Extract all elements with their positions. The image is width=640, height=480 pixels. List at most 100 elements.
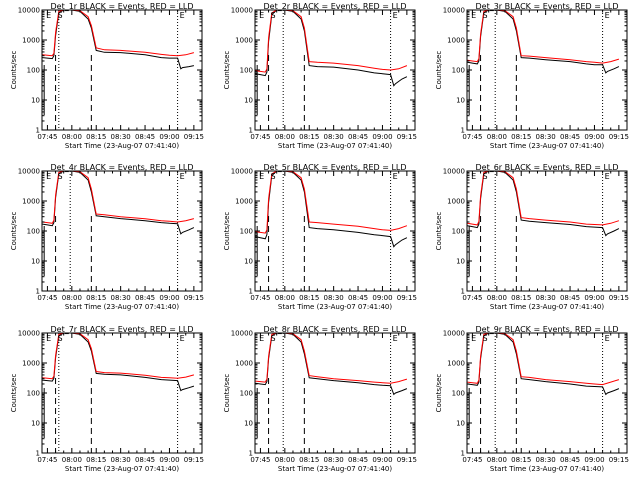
x-tick-label: 08:45 [348,133,368,141]
panel-title: Det_3r BLACK = Events, RED = LLD [475,2,618,11]
x-tick-label: 09:00 [159,294,179,302]
x-tick-label: 09:15 [184,294,204,302]
y-tick-label: 100 [27,67,40,75]
x-tick-label: 08:00 [275,456,295,464]
y-tick-label: 1 [36,450,40,458]
x-tick-label: 09:15 [609,133,629,141]
panel-title: Det_1r BLACK = Events, RED = LLD [50,2,193,11]
y-tick-label: 100 [27,228,40,236]
plot-area [255,10,408,130]
x-tick-label: 07:45 [37,133,57,141]
y-tick-label: 10 [456,97,465,105]
panel-title: Det_5r BLACK = Events, RED = LLD [263,163,406,172]
event-marker-label: S [58,334,63,343]
x-tick-label: 08:45 [560,133,580,141]
event-marker-label: E [46,334,51,343]
x-tick-label: 07:45 [250,294,270,302]
events-series-line [42,10,194,70]
x-tick-label: 09:00 [372,456,392,464]
y-axis-label: Counts/sec [435,51,443,90]
event-marker-label: E [471,11,476,20]
panel-title: Det_4r BLACK = Events, RED = LLD [50,163,193,172]
y-tick-label: 1000 [447,360,465,368]
x-tick-label: 08:45 [560,456,580,464]
x-tick-label: 09:15 [397,133,417,141]
y-tick-label: 1000 [22,360,40,368]
x-axis-label: Start Time (23-Aug-07 07:41:40) [490,142,604,150]
y-tick-label: 10 [31,97,40,105]
lld-series-line [42,333,195,380]
event-marker-label: E [180,11,185,20]
lld-series-line [42,10,195,57]
y-axis-label: Counts/sec [435,212,443,251]
y-tick-label: 1 [461,450,465,458]
event-marker-label: S [483,11,488,20]
events-series-line [42,333,195,392]
plot-area [42,10,195,130]
event-marker-label: E [393,172,398,181]
y-tick-label: 10000 [231,168,253,176]
event-marker-label: S [483,172,488,181]
x-tick-label: 09:00 [584,294,604,302]
x-tick-label: 07:45 [37,294,57,302]
y-tick-label: 100 [240,67,253,75]
x-tick-label: 09:15 [397,294,417,302]
y-tick-label: 10 [31,258,40,266]
events-series-line [467,171,620,237]
y-tick-label: 1000 [22,198,40,206]
event-marker-label: E [259,334,264,343]
x-tick-label: 09:00 [159,133,179,141]
event-marker-label: E [605,334,610,343]
plot-area [255,171,408,291]
x-axis-label: Start Time (23-Aug-07 07:41:40) [278,465,392,473]
x-tick-label: 09:00 [372,133,392,141]
x-tick-label: 08:00 [487,294,507,302]
lld-series-line [255,10,408,73]
y-tick-label: 10000 [443,7,465,15]
x-tick-label: 08:30 [111,133,131,141]
x-tick-label: 09:15 [397,456,417,464]
panel-title: Det_7r BLACK = Events, RED = LLD [50,325,193,334]
x-tick-label: 09:00 [159,456,179,464]
y-axis-label: Counts/sec [10,374,18,413]
events-series-line [42,171,195,235]
x-tick-label: 08:30 [536,133,556,141]
events-series-line [255,333,408,396]
x-axis-label: Start Time (23-Aug-07 07:41:40) [278,142,392,150]
y-axis-label: Counts/sec [223,51,231,90]
event-marker-label: S [271,11,276,20]
y-tick-label: 100 [27,390,40,398]
x-tick-label: 08:30 [536,294,556,302]
y-axis-label: Counts/sec [223,212,231,251]
x-tick-label: 08:00 [487,133,507,141]
event-marker-label: E [393,334,398,343]
event-marker-label: S [271,334,276,343]
event-marker-label: S [58,172,63,181]
x-tick-label: 08:00 [275,294,295,302]
x-tick-label: 08:30 [111,456,131,464]
y-tick-label: 1 [249,450,253,458]
y-tick-label: 10000 [18,168,40,176]
event-marker-label: E [605,172,610,181]
y-tick-label: 10 [31,420,40,428]
y-tick-label: 10000 [231,330,253,338]
event-marker-label: E [393,11,398,20]
events-series-line [467,333,620,396]
y-tick-label: 10 [244,420,253,428]
x-tick-label: 08:45 [135,133,155,141]
y-tick-label: 1000 [447,198,465,206]
x-tick-label: 08:45 [560,294,580,302]
x-tick-label: 08:30 [324,456,344,464]
y-tick-label: 10000 [443,168,465,176]
x-tick-label: 09:15 [609,294,629,302]
y-tick-label: 1000 [447,37,465,45]
x-tick-label: 08:45 [348,294,368,302]
event-marker-label: E [46,172,51,181]
lld-series-line [255,171,408,234]
